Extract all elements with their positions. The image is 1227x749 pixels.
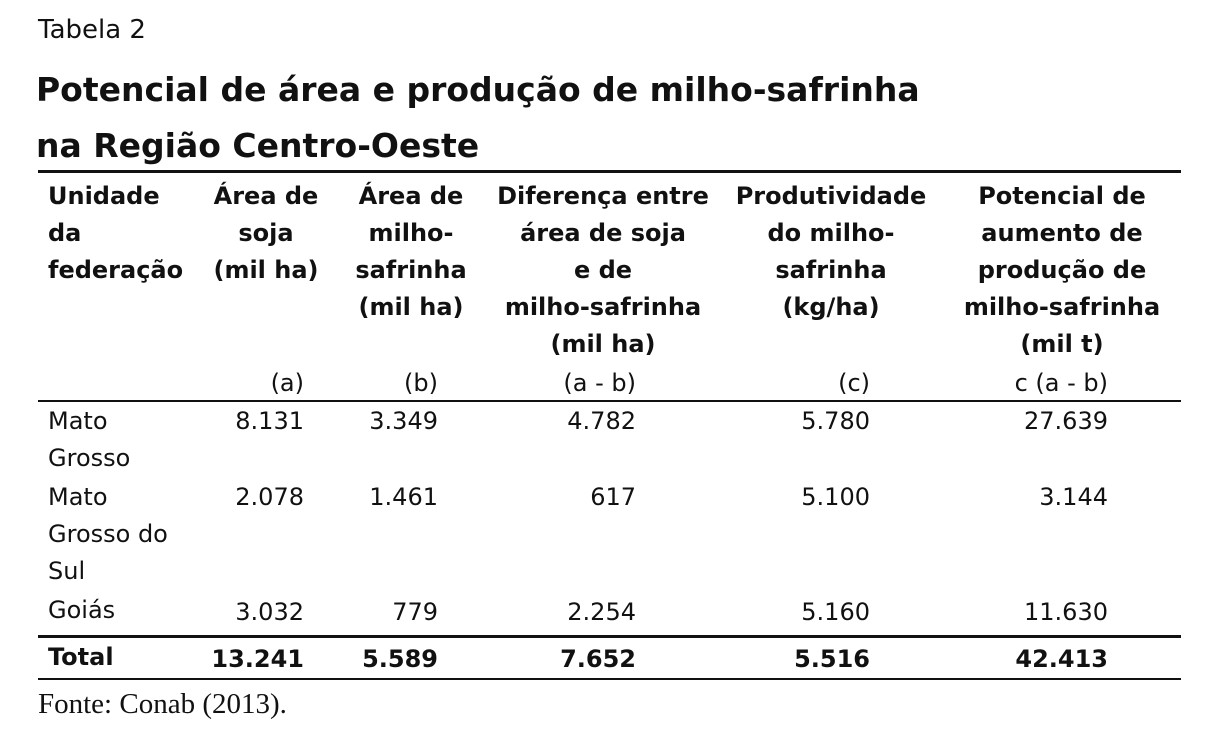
header-area-soja-code: (a) (270, 369, 304, 397)
header-unidade-line-1: Unidade (48, 182, 160, 210)
table-label: Tabela 2 (38, 15, 146, 45)
header-potencial-line-1: Potencial de (978, 182, 1146, 210)
header-area-soja-line-1: Área de (213, 182, 319, 210)
row-uf-line: Grosso (48, 444, 131, 472)
cell-diferenca: 2.254 (567, 598, 636, 626)
header-potencial-line-4: milho-safrinha (963, 293, 1161, 321)
table-title: Potencial de área e produção de milho-sa… (36, 62, 1186, 174)
cell-potencial: 11.630 (1024, 598, 1108, 626)
header-diferenca-line-1: Diferença entre (497, 182, 709, 210)
total-rule (38, 635, 1181, 638)
cell-area-soja: 3.032 (235, 598, 304, 626)
header-unidade-line-2: da (48, 219, 82, 247)
header-potencial-line-5: (mil t) (1020, 330, 1104, 358)
header-diferenca-line-5: (mil ha) (550, 330, 656, 358)
header-area-milho-line-4: (mil ha) (358, 293, 464, 321)
top-rule (38, 170, 1181, 173)
header-area-milho-code: (b) (404, 369, 438, 397)
bottom-rule (38, 678, 1181, 680)
total-label: Total (48, 643, 114, 671)
header-potencial-line-3: produção de (977, 256, 1147, 284)
header-produtividade-line-3: safrinha (775, 256, 887, 284)
cell-potencial: 27.639 (1024, 407, 1108, 435)
header-diferenca-line-3: e de (573, 256, 633, 284)
title-line-1: Potencial de área e produção de milho-sa… (36, 70, 920, 109)
header-diferenca-line-2: área de soja (520, 219, 686, 247)
row-uf-line: Goiás (48, 596, 116, 624)
header-area-milho-line-1: Área de (358, 182, 464, 210)
row-uf-line: Grosso do (48, 520, 168, 548)
cell-area-soja: 2.078 (235, 483, 304, 511)
total-diferenca: 7.652 (560, 645, 636, 673)
total-potencial: 42.413 (1015, 645, 1108, 673)
cell-area-milho: 1.461 (369, 483, 438, 511)
header-potencial-code: c (a - b) (1014, 369, 1108, 397)
source-note: Fonte: Conab (2013). (38, 688, 287, 720)
cell-area-milho: 3.349 (369, 407, 438, 435)
header-area-soja-line-2: soja (238, 219, 294, 247)
row-uf-line: Sul (48, 557, 86, 585)
header-area-milho-line-3: safrinha (355, 256, 467, 284)
header-diferenca-code: (a - b) (563, 369, 636, 397)
header-produtividade-code: (c) (838, 369, 870, 397)
row-uf-line: Mato (48, 407, 108, 435)
header-unidade-line-3: federação (48, 256, 184, 284)
header-area-milho-line-2: milho- (368, 219, 454, 247)
cell-produtividade: 5.780 (801, 407, 870, 435)
cell-area-milho: 779 (392, 598, 438, 626)
header-diferenca-line-4: milho-safrinha (504, 293, 702, 321)
header-produtividade-line-1: Produtividade (735, 182, 927, 210)
total-area-soja: 13.241 (211, 645, 304, 673)
total-produtividade: 5.516 (794, 645, 870, 673)
cell-diferenca: 4.782 (567, 407, 636, 435)
cell-produtividade: 5.160 (801, 598, 870, 626)
cell-produtividade: 5.100 (801, 483, 870, 511)
header-produtividade-line-2: do milho- (767, 219, 895, 247)
cell-potencial: 3.144 (1039, 483, 1108, 511)
cell-diferenca: 617 (590, 483, 636, 511)
title-line-2: na Região Centro-Oeste (36, 126, 480, 165)
header-produtividade-line-4: (kg/ha) (782, 293, 880, 321)
header-potencial-line-2: aumento de (981, 219, 1143, 247)
header-area-soja-line-3: (mil ha) (213, 256, 319, 284)
header-rule (38, 400, 1181, 402)
total-area-milho: 5.589 (362, 645, 438, 673)
row-uf-line: Mato (48, 483, 108, 511)
cell-area-soja: 8.131 (235, 407, 304, 435)
